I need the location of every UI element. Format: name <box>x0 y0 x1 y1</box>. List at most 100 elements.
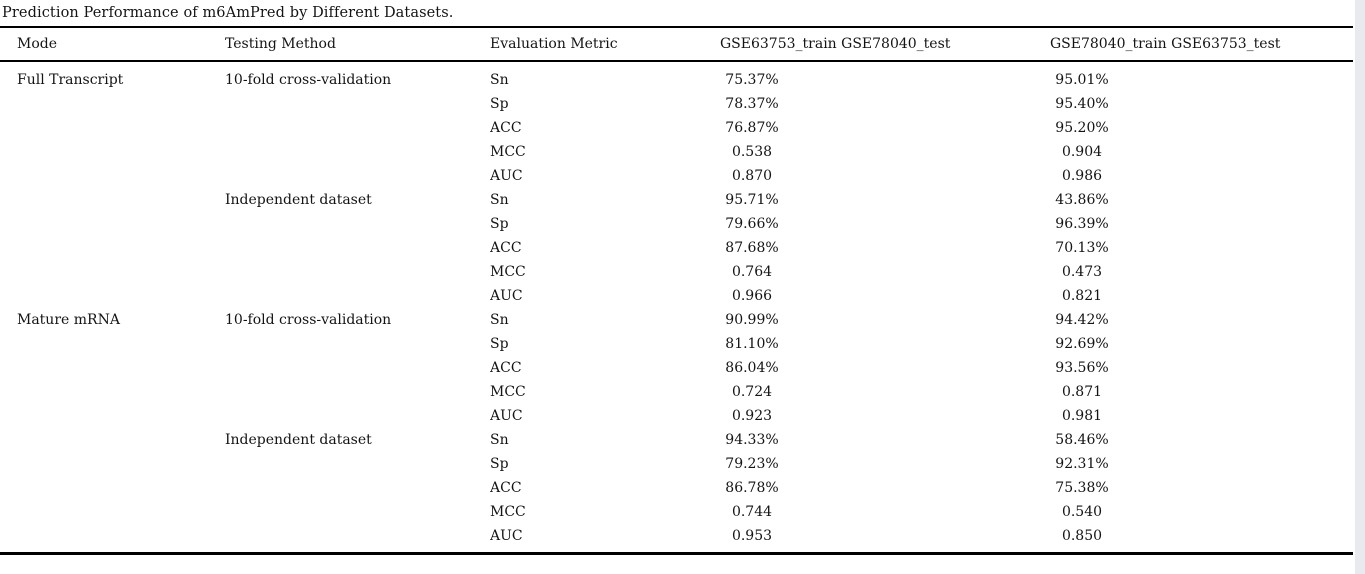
table-row: MCC 0.744 0.540 <box>0 500 1353 524</box>
value-cell-dataset1: 95.71% <box>720 188 1050 212</box>
metric-value: 0.540 <box>1061 504 1103 520</box>
value-cell-dataset1: 78.37% <box>720 92 1050 116</box>
value-cell-dataset2: 43.86% <box>1050 188 1353 212</box>
metric-value: 95.20% <box>1055 120 1109 136</box>
metric-value: 0.744 <box>731 504 773 520</box>
metric-value: 95.71% <box>725 192 779 208</box>
mode-cell <box>0 92 225 116</box>
metric-value: 0.821 <box>1061 288 1103 304</box>
metric-value: 90.99% <box>725 312 779 328</box>
metric-value: 75.37% <box>725 72 779 88</box>
metric-value: 92.69% <box>1055 336 1109 352</box>
table-row: AUC 0.953 0.850 <box>0 524 1353 548</box>
testing-method-cell <box>225 164 490 188</box>
table-row: AUC 0.923 0.981 <box>0 404 1353 428</box>
metric-cell: ACC <box>490 480 522 496</box>
value-cell-dataset1: 0.724 <box>720 380 1050 404</box>
testing-method-cell <box>225 500 490 524</box>
testing-method-cell: Independent dataset <box>225 432 372 448</box>
metric-cell: MCC <box>490 504 526 520</box>
mode-cell <box>0 332 225 356</box>
value-cell-dataset2: 93.56% <box>1050 356 1353 380</box>
metric-value: 78.37% <box>725 96 779 112</box>
table-row: Independent dataset Sn 95.71% 43.86% <box>0 188 1353 212</box>
metric-value: 0.904 <box>1061 144 1103 160</box>
testing-method-cell <box>225 356 490 380</box>
value-cell-dataset1: 0.764 <box>720 260 1050 284</box>
value-cell-dataset1: 0.923 <box>720 404 1050 428</box>
metric-cell: Sp <box>490 216 509 232</box>
value-cell-dataset1: 0.744 <box>720 500 1050 524</box>
metric-value: 79.23% <box>725 456 779 472</box>
col-header-gse63753-train-gse78040-test: GSE63753_train GSE78040_test <box>720 36 951 52</box>
value-cell-dataset1: 0.953 <box>720 524 1050 548</box>
metric-value: 43.86% <box>1055 192 1109 208</box>
metric-value: 94.33% <box>725 432 779 448</box>
col-header-mode: Mode <box>17 36 58 52</box>
metric-value: 70.13% <box>1055 240 1109 256</box>
metric-cell: AUC <box>490 408 523 424</box>
testing-method-cell <box>225 212 490 236</box>
col-header-gse78040-train-gse63753-test: GSE78040_train GSE63753_test <box>1050 36 1281 52</box>
metric-cell: Sp <box>490 456 509 472</box>
value-cell-dataset2: 0.540 <box>1050 500 1353 524</box>
testing-method-cell <box>225 260 490 284</box>
table-row: Sp 79.66% 96.39% <box>0 212 1353 236</box>
testing-method-cell <box>225 452 490 476</box>
value-cell-dataset1: 79.23% <box>720 452 1050 476</box>
metric-cell: Sn <box>490 432 509 448</box>
metric-value: 79.66% <box>725 216 779 232</box>
table-row: MCC 0.764 0.473 <box>0 260 1353 284</box>
metric-value: 81.10% <box>725 336 779 352</box>
metric-cell: AUC <box>490 288 523 304</box>
metric-value: 95.01% <box>1055 72 1109 88</box>
value-cell-dataset1: 79.66% <box>720 212 1050 236</box>
table-caption: Prediction Performance of m6AmPred by Di… <box>2 5 454 21</box>
metric-cell: ACC <box>490 120 522 136</box>
testing-method-cell: Independent dataset <box>225 192 372 208</box>
table-row: Sp 79.23% 92.31% <box>0 452 1353 476</box>
table-row: Mature mRNA 10-fold cross-validation Sn 90.… <box>0 308 1353 332</box>
table-row: Sp 81.10% 92.69% <box>0 332 1353 356</box>
table-row: MCC 0.538 0.904 <box>0 140 1353 164</box>
value-cell-dataset1: 87.68% <box>720 236 1050 260</box>
value-cell-dataset2: 95.01% <box>1050 68 1353 92</box>
value-cell-dataset2: 92.69% <box>1050 332 1353 356</box>
table-row: ACC 86.04% 93.56% <box>0 356 1353 380</box>
mode-cell <box>0 476 225 500</box>
metric-value: 0.850 <box>1061 528 1103 544</box>
testing-method-cell <box>225 284 490 308</box>
value-cell-dataset2: 92.31% <box>1050 452 1353 476</box>
testing-method-cell <box>225 476 490 500</box>
value-cell-dataset2: 58.46% <box>1050 428 1353 452</box>
metric-cell: AUC <box>490 528 523 544</box>
value-cell-dataset1: 86.78% <box>720 476 1050 500</box>
testing-method-cell: 10-fold cross-validation <box>225 312 392 328</box>
metric-value: 0.538 <box>731 144 773 160</box>
value-cell-dataset1: 94.33% <box>720 428 1050 452</box>
value-cell-dataset2: 70.13% <box>1050 236 1353 260</box>
testing-method-cell <box>225 92 490 116</box>
metric-value: 0.870 <box>731 168 773 184</box>
table-row: AUC 0.966 0.821 <box>0 284 1353 308</box>
testing-method-cell <box>225 380 490 404</box>
testing-method-cell <box>225 236 490 260</box>
metric-value: 0.764 <box>731 264 773 280</box>
table-row: ACC 76.87% 95.20% <box>0 116 1353 140</box>
value-cell-dataset1: 0.870 <box>720 164 1050 188</box>
metric-value: 0.953 <box>731 528 773 544</box>
table-row: ACC 87.68% 70.13% <box>0 236 1353 260</box>
mode-cell <box>0 380 225 404</box>
value-cell-dataset1: 81.10% <box>720 332 1050 356</box>
metric-value: 0.923 <box>731 408 773 424</box>
testing-method-cell <box>225 116 490 140</box>
metric-cell: MCC <box>490 384 526 400</box>
metric-cell: Sp <box>490 336 509 352</box>
metric-value: 0.966 <box>731 288 773 304</box>
value-cell-dataset2: 0.981 <box>1050 404 1353 428</box>
metric-cell: Sn <box>490 72 509 88</box>
metric-cell: ACC <box>490 240 522 256</box>
metric-value: 0.986 <box>1061 168 1103 184</box>
metric-cell: Sp <box>490 96 509 112</box>
